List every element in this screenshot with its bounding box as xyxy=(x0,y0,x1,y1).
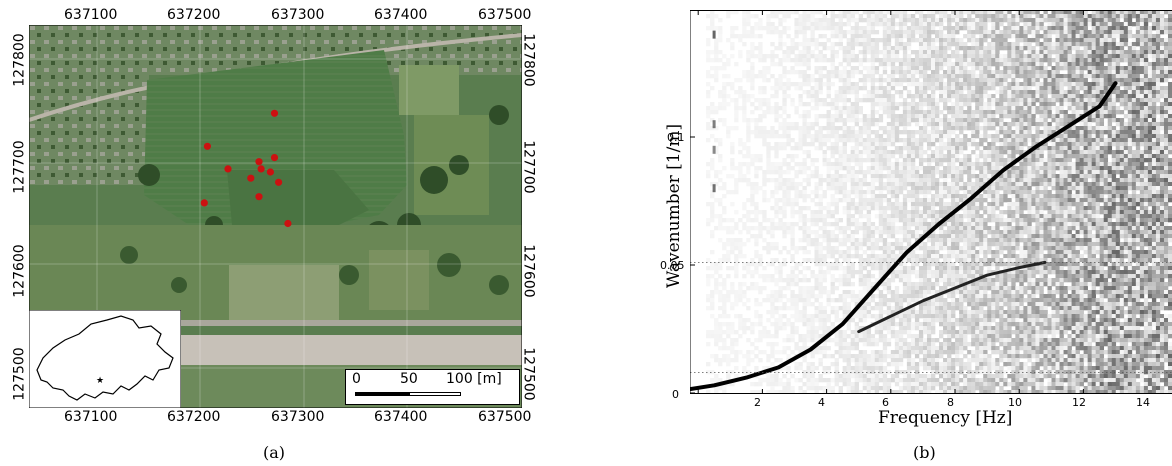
tick-x-637500-top: 637500 xyxy=(478,7,532,23)
station-marker-2 xyxy=(203,142,211,150)
station-marker-1 xyxy=(270,109,279,117)
spectral-artifact-3 xyxy=(712,145,716,154)
railway xyxy=(179,320,522,326)
dispersion-curves xyxy=(690,81,1118,392)
xtick-2: 2 xyxy=(754,396,761,409)
tick-x-637300-top: 637300 xyxy=(271,7,325,23)
caption-b: (b) xyxy=(913,443,936,462)
x-axis-label: Frequency [Hz] xyxy=(878,408,1013,428)
station-marker-9 xyxy=(275,178,283,186)
xtick-4: 4 xyxy=(818,396,825,409)
fundamental-mode-curve xyxy=(690,81,1118,392)
scalebar: 0 50 100 [m] xyxy=(345,369,520,405)
tick-y-127800-right: 127800 xyxy=(520,33,537,87)
tick-x-637500-bottom: 637500 xyxy=(478,409,532,425)
y-axis-label: Wavenumber [1/m] xyxy=(664,123,685,289)
grid-lines xyxy=(690,261,1172,373)
station-marker-12 xyxy=(284,219,292,228)
switzerland-inset: ★ xyxy=(29,310,181,408)
tick-y-127800-left: 127800 xyxy=(11,33,28,87)
xtick-8: 8 xyxy=(947,396,954,409)
scalebar-black-segment xyxy=(355,392,409,396)
ytick-0: 0 xyxy=(672,388,679,401)
stations-layer xyxy=(200,109,292,228)
spectral-artifact-4 xyxy=(712,184,716,193)
tick-y-127500-right: 127500 xyxy=(520,347,537,401)
station-marker-3 xyxy=(270,154,279,162)
east-field-2 xyxy=(399,65,459,115)
tick-x-637300-bottom: 637300 xyxy=(271,409,325,425)
tick-y-127600-left: 127600 xyxy=(11,244,28,298)
spectral-artifact-2 xyxy=(712,120,716,129)
ytick-0.05: 0.05 xyxy=(660,259,685,272)
switzerland-outline xyxy=(36,315,174,401)
station-marker-8 xyxy=(247,174,255,182)
spectral-artifact-1 xyxy=(712,30,716,39)
xtick-10: 10 xyxy=(1008,396,1022,409)
tick-y-127700-left: 127700 xyxy=(11,140,28,194)
station-marker-5 xyxy=(224,165,232,173)
tick-x-637200-top: 637200 xyxy=(167,7,221,23)
noise-layer xyxy=(706,10,1172,394)
higher-mode-curve xyxy=(857,260,1047,334)
scalebar-label-0: 0 xyxy=(352,371,361,387)
tick-x-637400-bottom: 637400 xyxy=(374,409,428,425)
scalebar-white-segment xyxy=(409,392,461,396)
xtick-6: 6 xyxy=(882,396,889,409)
xtick-14: 14 xyxy=(1136,396,1150,409)
river xyxy=(179,335,522,365)
fk-spectrum-plot xyxy=(690,10,1172,394)
field-south-2 xyxy=(369,250,429,310)
station-marker-7 xyxy=(266,168,274,176)
station-marker-10 xyxy=(255,193,263,201)
field-south xyxy=(229,265,339,320)
tick-x-637100-bottom: 637100 xyxy=(64,409,118,425)
station-marker-6 xyxy=(257,165,265,173)
caption-a: (a) xyxy=(263,443,286,462)
ytick-0.1: 0.1 xyxy=(667,131,685,144)
scalebar-label-50: 50 xyxy=(400,371,418,387)
scalebar-label-100: 100 [m] xyxy=(446,371,502,387)
tick-x-637400-top: 637400 xyxy=(374,7,428,23)
tick-y-127500-left: 127500 xyxy=(11,347,28,401)
tick-y-127600-right: 127600 xyxy=(520,244,537,298)
station-marker-4 xyxy=(255,158,263,166)
tick-y-127700-right: 127700 xyxy=(520,140,537,194)
xtick-12: 12 xyxy=(1072,396,1086,409)
tick-x-637200-bottom: 637200 xyxy=(167,409,221,425)
tick-x-637100-top: 637100 xyxy=(64,7,118,23)
site-marker-icon: ★ xyxy=(96,376,104,386)
station-marker-11 xyxy=(200,199,208,207)
